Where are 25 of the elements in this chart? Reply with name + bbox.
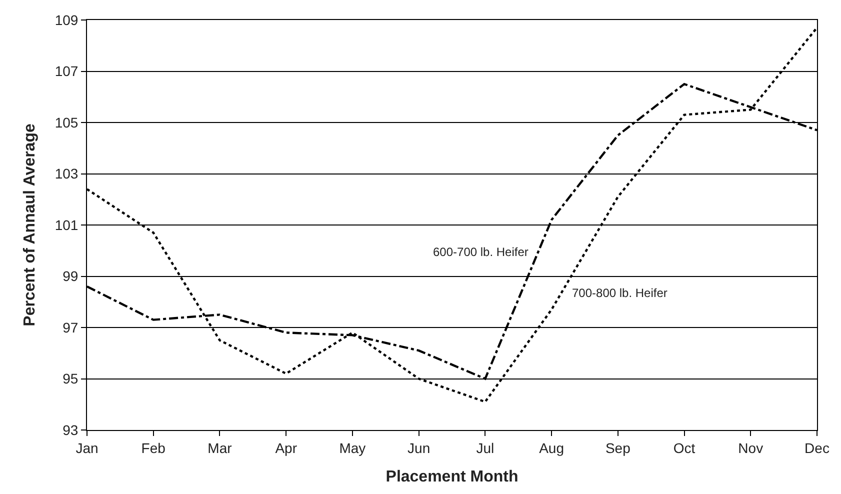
x-tick-label: Jan bbox=[76, 440, 98, 456]
x-tick-label: Oct bbox=[673, 440, 696, 456]
x-tick-label: Feb bbox=[141, 440, 166, 456]
x-tick-label: Jun bbox=[408, 440, 430, 456]
y-axis-title: Percent of Annaul Average bbox=[22, 124, 39, 326]
x-tick-label: Apr bbox=[275, 440, 298, 456]
x-tick-label: Sep bbox=[605, 440, 631, 456]
series-label: 700-800 lb. Heifer bbox=[572, 286, 668, 300]
x-tick-label: May bbox=[339, 440, 366, 456]
y-tick-label: 109 bbox=[54, 12, 78, 28]
series-label: 600-700 lb. Heifer bbox=[433, 245, 528, 259]
y-tick-label: 101 bbox=[54, 216, 78, 233]
y-tick-label: 105 bbox=[54, 114, 78, 130]
x-tick-label: Aug bbox=[539, 440, 564, 456]
x-tick-label: Mar bbox=[208, 440, 232, 456]
y-tick-label: 99 bbox=[62, 268, 78, 284]
x-tick-label: Nov bbox=[738, 440, 764, 456]
x-tick-label: Dec bbox=[804, 440, 830, 456]
y-tick-label: 107 bbox=[54, 63, 78, 80]
x-tick-label: Jul bbox=[476, 440, 494, 456]
y-tick-label: 97 bbox=[62, 319, 78, 336]
y-tick-label: 93 bbox=[62, 422, 78, 438]
y-tick-label: 95 bbox=[62, 370, 78, 387]
x-axis-title: Placement Month bbox=[386, 468, 518, 486]
y-tick-label: 103 bbox=[54, 166, 78, 182]
